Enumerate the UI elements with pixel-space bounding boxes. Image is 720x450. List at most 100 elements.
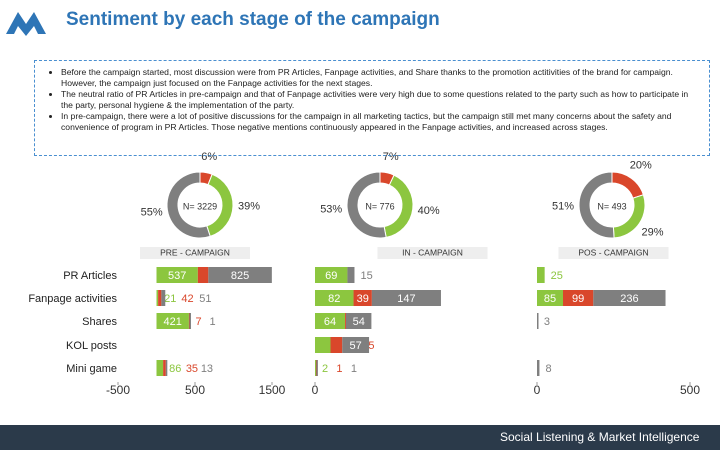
bar-segment (165, 360, 168, 376)
bar-label: 99 (572, 293, 584, 305)
bar-segment (156, 267, 198, 283)
bullet-box: Before the campaign started, most discus… (34, 60, 710, 156)
panel-title: PRE - CAMPAIGN (160, 247, 230, 257)
bar-label: 21 (164, 293, 176, 305)
bar-label: 51 (199, 293, 211, 305)
panel-title-band (558, 247, 669, 259)
bar-segment (593, 290, 666, 306)
category-label: Fanpage activities (28, 293, 117, 305)
donut-label: 53% (320, 204, 342, 216)
bar-label: 25 (551, 270, 563, 282)
donut-label: 55% (141, 207, 163, 219)
donut-label: 20% (630, 159, 652, 171)
bar-label: 236 (620, 293, 638, 305)
bar-segment (189, 313, 191, 329)
bar-segment (342, 337, 370, 353)
donut-segment (611, 171, 645, 199)
donut-segment (346, 171, 387, 239)
bar-label: 86 (169, 363, 181, 375)
bar-segment (315, 290, 354, 306)
bar-segment (316, 360, 318, 376)
bar-segment (563, 290, 594, 306)
panel-title-band (140, 247, 250, 259)
bar-segment (371, 290, 441, 306)
x-tick-label: -500 (106, 383, 130, 397)
bar-label: 42 (181, 293, 193, 305)
category-label: PR Articles (63, 270, 117, 282)
bar-segment (537, 267, 545, 283)
bullet: The neutral ratio of PR Articles in pre-… (61, 89, 701, 111)
x-tick-label: 0 (534, 383, 541, 397)
bar-label: 8 (545, 363, 551, 375)
bar-label: 1 (351, 363, 357, 375)
panel-title-band (377, 247, 488, 259)
category-label: Shares (82, 316, 117, 328)
bar-segment (156, 313, 189, 329)
donut-label: 7% (383, 151, 399, 163)
bar-label: 147 (397, 293, 415, 305)
donut-n: N= 776 (365, 201, 394, 211)
donut-label: 40% (418, 205, 440, 217)
donut-label: 51% (552, 200, 574, 212)
bar-label: 35 (186, 363, 198, 375)
bar-label: 82 (328, 293, 340, 305)
donut-n: N= 493 (597, 201, 626, 211)
footer-band (0, 425, 720, 450)
bar-label: 2 (322, 363, 328, 375)
bar-segment (197, 267, 209, 283)
bar-segment (315, 337, 331, 353)
donut-n: N= 3229 (183, 201, 217, 211)
bullet: In pre-campaign, there were a lot of pos… (61, 111, 701, 133)
bar-segment (353, 290, 372, 306)
bar-segment (156, 360, 164, 376)
donut-label: 29% (642, 226, 664, 238)
bar-label: 15 (360, 270, 372, 282)
x-tick-label: 500 (185, 383, 205, 397)
bar-segment (315, 267, 348, 283)
bar-label: 39 (357, 293, 369, 305)
bar-segment (537, 360, 540, 376)
donut-segment (578, 171, 615, 239)
bar-segment (208, 267, 272, 283)
slide-title: Sentiment by each stage of the campaign (66, 9, 440, 30)
bar-label: 421 (164, 316, 182, 328)
bar-segment (346, 313, 372, 329)
category-label: KOL posts (66, 340, 117, 352)
x-tick-label: 1500 (259, 383, 286, 397)
bar-label: 54 (353, 316, 365, 328)
bar-segment (161, 290, 166, 306)
bar-label: 1 (336, 363, 342, 375)
donut-segment (166, 171, 211, 239)
bar-label: 825 (231, 270, 249, 282)
bar-label: 85 (544, 293, 556, 305)
bar-segment (537, 313, 539, 329)
donut-label: 6% (201, 151, 217, 163)
bar-label: 7 (195, 316, 201, 328)
x-tick-label: 0 (312, 383, 319, 397)
bar-segment (156, 290, 159, 306)
bar-segment (158, 290, 162, 306)
bar-segment (315, 360, 317, 376)
bar-segment (315, 313, 346, 329)
bar-label: 1 (210, 316, 216, 328)
bar-segment (537, 290, 564, 306)
bar-label: 69 (325, 270, 337, 282)
bar-segment (345, 313, 347, 329)
x-tick-label: 500 (680, 383, 700, 397)
footer-text: Social Listening & Market Intelligence (500, 430, 700, 444)
panel-title: POS - CAMPAIGN (578, 247, 648, 257)
bar-segment (163, 360, 166, 376)
donut-label: 39% (238, 200, 260, 212)
bar-label: 3 (544, 316, 550, 328)
bullet: Before the campaign started, most discus… (61, 67, 701, 89)
bar-label: 13 (201, 363, 213, 375)
bullet-list: Before the campaign started, most discus… (61, 67, 701, 133)
bar-segment (330, 337, 343, 353)
bar-label: 57 (350, 340, 362, 352)
panel-title: IN - CAMPAIGN (402, 247, 463, 257)
category-label: Mini game (66, 363, 117, 375)
bar-label: 537 (168, 270, 186, 282)
logo (6, 12, 46, 36)
